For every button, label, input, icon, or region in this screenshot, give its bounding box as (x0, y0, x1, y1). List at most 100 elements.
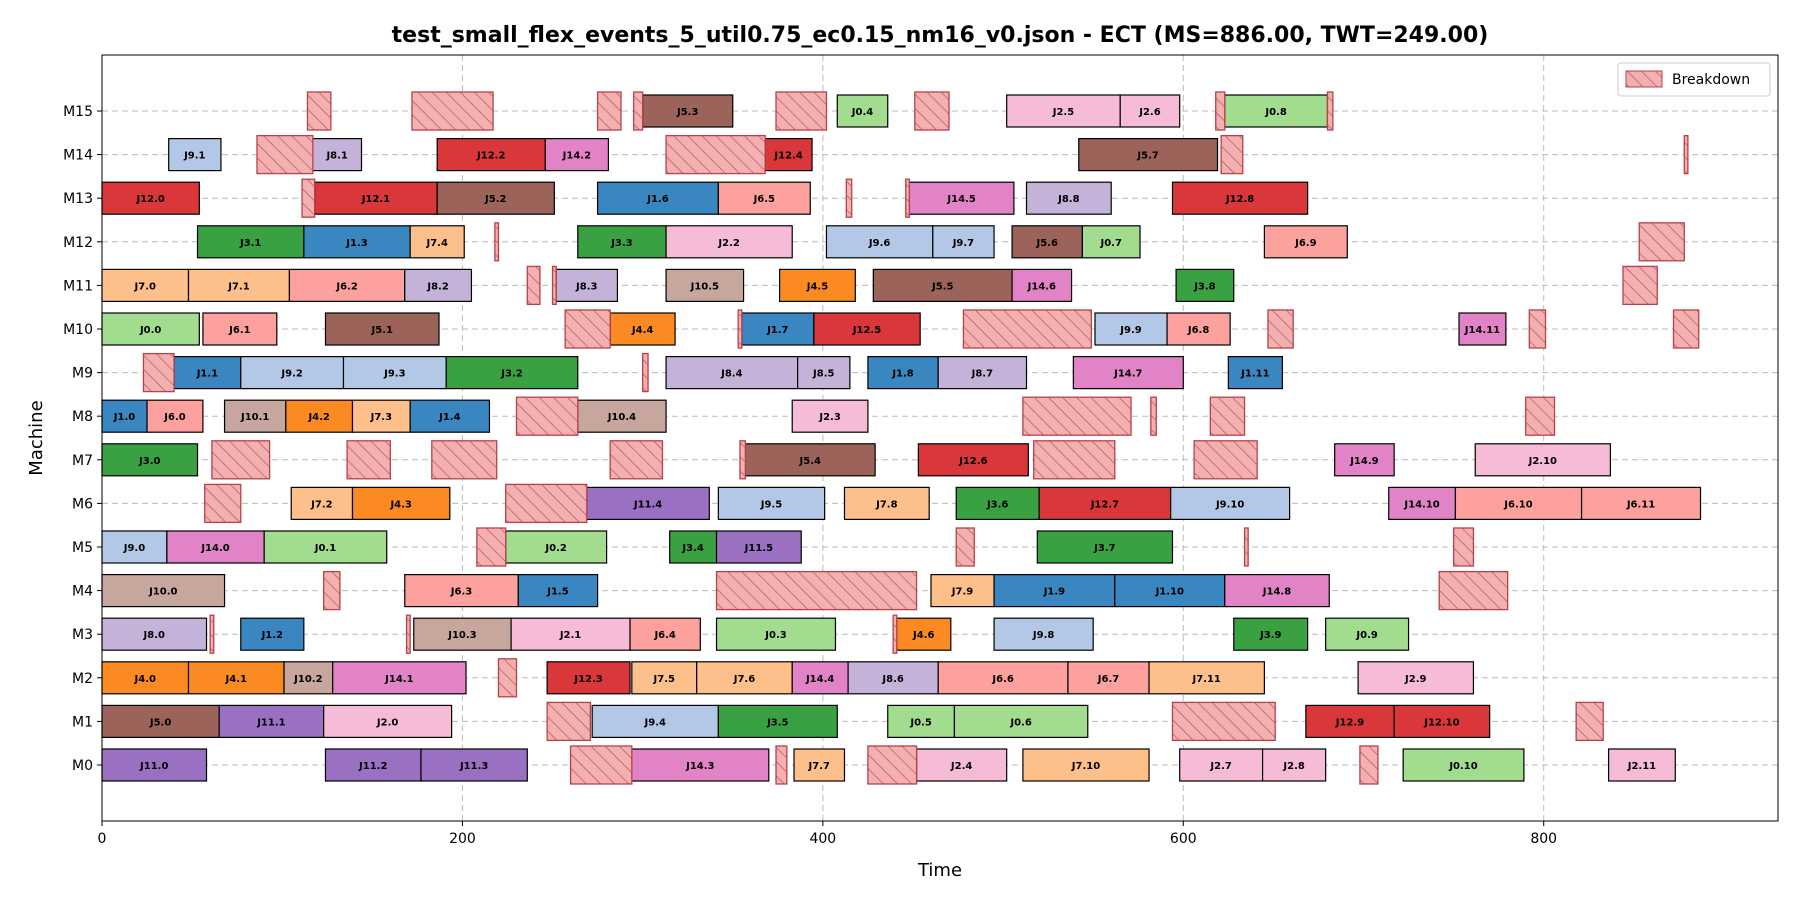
breakdown-hatch (306, 91, 332, 131)
x-axis-label: Time (917, 860, 962, 881)
operation-label: J8.8 (1057, 194, 1079, 205)
operation-bar (717, 704, 838, 739)
y-tick-label: M2 (72, 671, 93, 687)
y-tick-label: M1 (72, 714, 93, 730)
breakdown-hatch (1672, 309, 1700, 349)
operation-label: J7.10 (1071, 761, 1100, 772)
operation-label: J7.7 (808, 761, 830, 772)
operation-label: J14.6 (1027, 281, 1056, 292)
operation-label: J10.3 (447, 630, 476, 641)
operation-label: J2.1 (559, 630, 581, 641)
operation-bar (436, 181, 555, 215)
breakdown-hatch (1220, 134, 1244, 175)
breakdown-hatch (955, 527, 975, 567)
operation-label: J0.5 (909, 717, 931, 728)
operation-bar (510, 617, 631, 651)
operation-bar (1263, 225, 1348, 259)
operation-bar (146, 399, 204, 433)
operation-label: J8.7 (971, 369, 993, 380)
operation-label: J14.4 (805, 674, 834, 685)
operation-bar (409, 225, 465, 259)
operation-bar (1011, 268, 1073, 302)
operation-label: J14.1 (384, 674, 413, 685)
operation-label: J7.8 (875, 499, 897, 510)
operation-label: J3.5 (766, 717, 788, 728)
operation-label: J1.11 (1240, 369, 1269, 380)
operation-bar (101, 399, 148, 433)
breakdown-hatch (1359, 745, 1379, 785)
operation-label: J6.8 (1187, 325, 1209, 336)
operation-bar (1334, 443, 1395, 477)
plot-frame (101, 54, 1779, 822)
breakdown-hatch (1171, 701, 1276, 742)
operation-bar (953, 704, 1089, 739)
breakdown-hatch (1033, 440, 1116, 480)
breakdown-hatch (905, 178, 911, 218)
operation-bar (629, 617, 701, 651)
operation-label: J5.5 (931, 281, 953, 292)
operation-bar (930, 573, 995, 608)
operation-bar (1325, 617, 1410, 651)
operation-label: J9.9 (1119, 325, 1141, 336)
breakdown-hatch (551, 265, 557, 306)
operation-label: J3.0 (138, 456, 160, 467)
operation-label: J6.5 (753, 194, 775, 205)
legend-swatch-hatch (1625, 70, 1663, 88)
breakdown-hatch (1267, 309, 1294, 349)
operation-bar (1148, 661, 1265, 695)
operation-label: J2.6 (1138, 107, 1160, 118)
y-tick-label: M3 (72, 627, 93, 643)
operation-bar (797, 356, 851, 390)
operation-bar (1025, 181, 1112, 215)
breakdown-hatch (204, 483, 242, 524)
operation-label: J3.3 (610, 238, 632, 249)
operation-bar (917, 443, 1029, 477)
operation-bar (1170, 486, 1291, 520)
y-tick-label: M5 (72, 540, 93, 556)
operation-label: J2.7 (1209, 761, 1231, 772)
operation-label: J10.0 (148, 587, 177, 598)
operation-label: J1.3 (345, 238, 367, 249)
y-tick-label: M10 (63, 322, 93, 338)
operation-bar (546, 661, 631, 695)
operation-label: J14.11 (1464, 325, 1500, 336)
breakdown-hatch (914, 91, 950, 131)
operation-label: J6.1 (228, 325, 250, 336)
operation-bar (420, 748, 528, 782)
operation-label: J7.4 (425, 238, 447, 249)
operation-bar (544, 138, 610, 172)
operation-label: J7.9 (951, 587, 973, 598)
operation-bar (847, 661, 939, 695)
operation-label: J6.7 (1097, 674, 1119, 685)
operation-bar (1171, 181, 1309, 215)
operation-label: J9.10 (1215, 499, 1244, 510)
operation-bar (101, 268, 190, 302)
breakdown-hatch (632, 91, 644, 131)
operation-label: J4.0 (134, 674, 156, 685)
operation-label: J4.5 (806, 281, 828, 292)
operation-label: J14.8 (1262, 587, 1291, 598)
breakdown-hatch (323, 570, 341, 611)
operation-label: J14.7 (1113, 369, 1142, 380)
operation-label: J9.8 (1032, 630, 1054, 641)
axis-ticks: M0 M1 M2 M3 M4 M5 M6 M7 M8 M9 M10 M11 M12 M13 M14 M15 0 2… (63, 104, 1557, 847)
breakdown-hatch (867, 745, 918, 785)
breakdown-hatch (1575, 701, 1604, 742)
operation-label: J0.10 (1448, 761, 1477, 772)
operation-bar (793, 748, 846, 782)
operation-label: J12.6 (958, 456, 987, 467)
operation-bar (915, 748, 1008, 782)
y-tick-label: M4 (72, 584, 93, 600)
breakdown-hatch (546, 701, 592, 742)
operation-label: J9.3 (383, 369, 405, 380)
operation-bar (586, 486, 710, 520)
operation-label: J2.8 (1282, 761, 1304, 772)
operation-bar (187, 661, 285, 695)
operation-bar (1166, 312, 1231, 346)
operation-label: J6.0 (163, 412, 185, 423)
operation-bar (223, 399, 287, 433)
breakdown-hatch (845, 178, 853, 218)
operation-bar (445, 356, 579, 390)
operation-label: J2.11 (1627, 761, 1656, 772)
operation-label: J8.0 (143, 630, 165, 641)
